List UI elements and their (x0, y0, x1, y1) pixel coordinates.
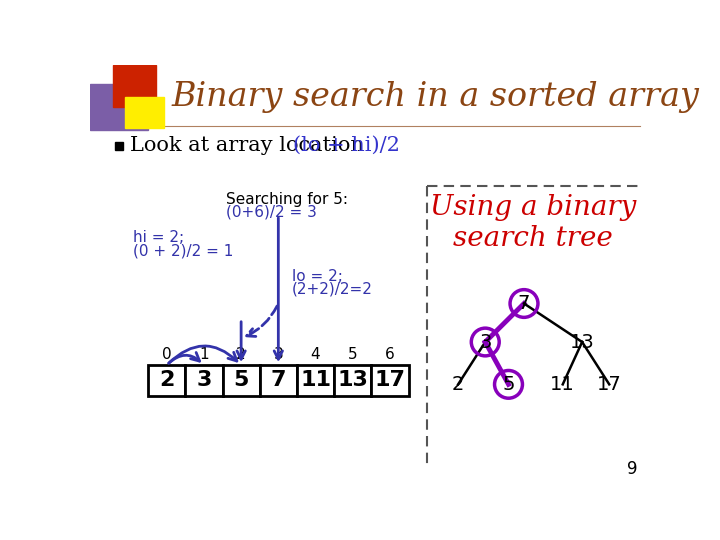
Text: 5: 5 (503, 375, 515, 394)
Bar (90, 84, 148, 130)
Text: 11: 11 (550, 375, 575, 394)
Text: Look at array location: Look at array location (130, 136, 371, 155)
Bar (297, 365, 334, 396)
Bar (372, 365, 408, 396)
Text: 17: 17 (597, 375, 621, 394)
Text: 5: 5 (233, 370, 249, 390)
Text: (lo + hi)/2: (lo + hi)/2 (293, 136, 400, 155)
Bar (334, 365, 372, 396)
Text: 17: 17 (374, 370, 405, 390)
Text: 3: 3 (479, 333, 492, 352)
Text: 9: 9 (627, 460, 638, 478)
Text: (0 + 2)/2 = 1: (0 + 2)/2 = 1 (132, 244, 233, 259)
Bar (113, 65, 156, 107)
Text: 7: 7 (271, 370, 286, 390)
Text: 3: 3 (197, 370, 212, 390)
Text: 11: 11 (300, 370, 331, 390)
Text: 13: 13 (570, 333, 595, 352)
Text: 1: 1 (199, 347, 209, 362)
Text: hi = 2;: hi = 2; (132, 231, 184, 245)
Bar (125, 97, 163, 128)
Text: (0+6)/2 = 3: (0+6)/2 = 3 (225, 205, 317, 220)
Text: Searching for 5:: Searching for 5: (225, 192, 348, 207)
FancyArrowPatch shape (168, 353, 199, 363)
FancyArrowPatch shape (168, 346, 237, 363)
Text: (2+2)/2=2: (2+2)/2=2 (292, 282, 372, 297)
Text: lo = 2;: lo = 2; (292, 269, 343, 284)
Bar (222, 365, 260, 396)
Text: 6: 6 (385, 347, 395, 362)
Text: Using a binary
search tree: Using a binary search tree (430, 194, 636, 252)
Text: 7: 7 (518, 294, 530, 313)
Bar (185, 365, 222, 396)
Text: 13: 13 (337, 370, 368, 390)
Text: 3: 3 (274, 347, 283, 362)
Text: 5: 5 (348, 347, 358, 362)
Text: 2: 2 (236, 347, 246, 362)
Text: 2: 2 (452, 375, 464, 394)
Bar (114, 142, 122, 150)
FancyArrowPatch shape (246, 306, 277, 336)
Text: Binary search in a sorted array: Binary search in a sorted array (171, 81, 699, 113)
Text: 2: 2 (159, 370, 174, 390)
Bar (260, 365, 297, 396)
Text: 0: 0 (162, 347, 171, 362)
Text: 4: 4 (311, 347, 320, 362)
Bar (148, 365, 185, 396)
